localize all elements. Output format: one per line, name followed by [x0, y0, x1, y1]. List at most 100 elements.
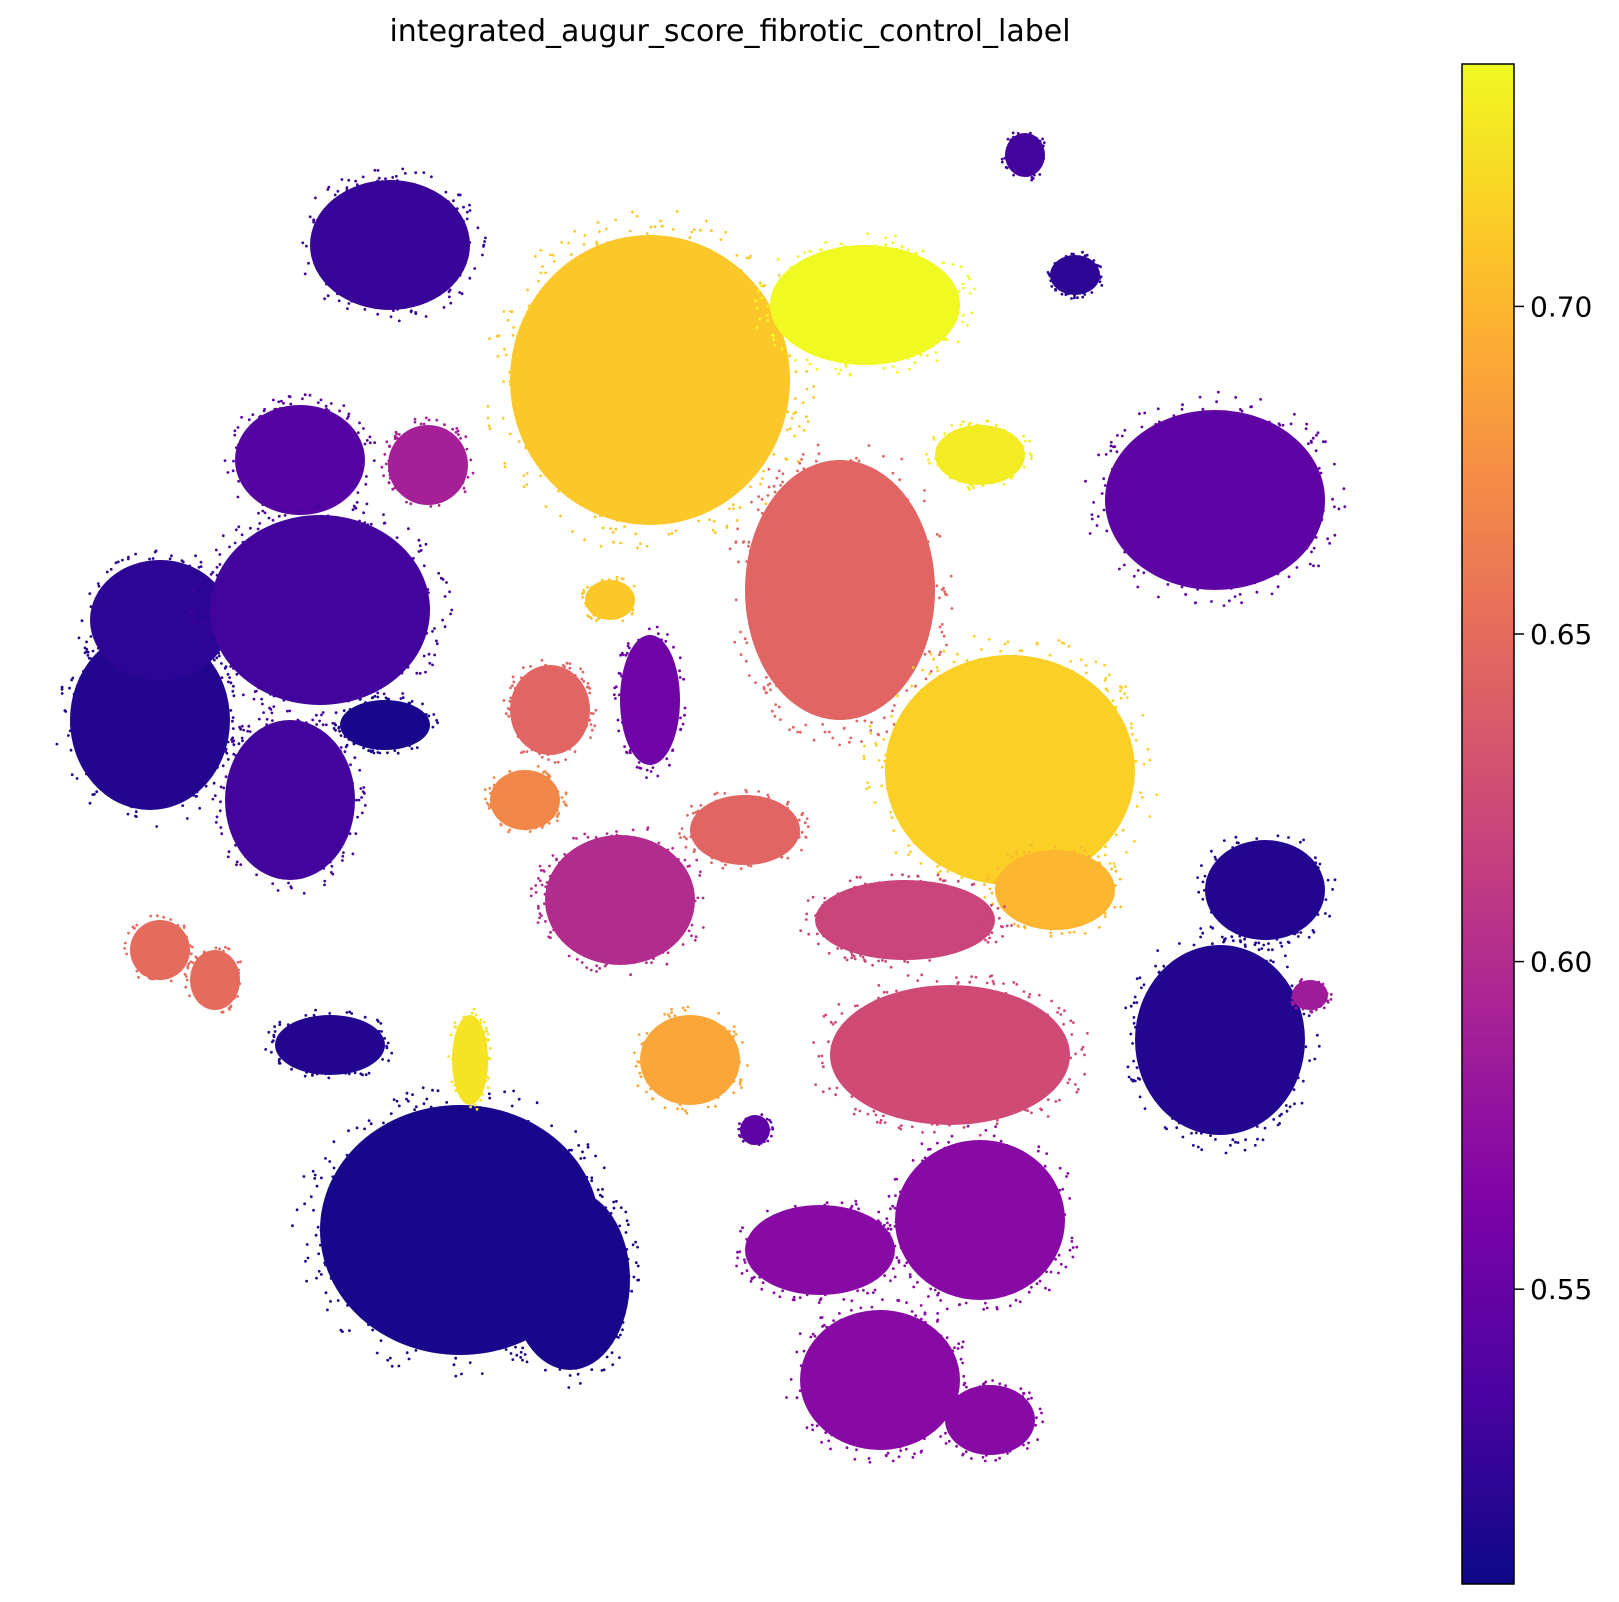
- scatter-point: [401, 646, 405, 649]
- scatter-point: [247, 724, 251, 728]
- scatter-point: [678, 656, 682, 660]
- scatter-point: [745, 256, 749, 260]
- scatter-point: [886, 1451, 890, 1455]
- scatter-point: [923, 1156, 927, 1160]
- scatter-point: [161, 922, 165, 926]
- scatter-point: [370, 1141, 374, 1145]
- scatter-point: [198, 806, 202, 810]
- scatter-point: [503, 347, 506, 351]
- scatter-point: [780, 347, 784, 351]
- scatter-point: [1276, 585, 1280, 589]
- scatter-point: [645, 544, 649, 548]
- scatter-point: [350, 690, 354, 694]
- scatter-point: [880, 784, 884, 788]
- scatter-point: [487, 424, 491, 428]
- scatter-point: [407, 1099, 410, 1103]
- scatter-point: [347, 1129, 350, 1133]
- scatter-point: [447, 200, 450, 204]
- scatter-point: [823, 1293, 827, 1297]
- scatter-point: [834, 1093, 838, 1097]
- scatter-point: [734, 1032, 738, 1036]
- scatter-point: [381, 1047, 384, 1050]
- scatter-point: [867, 785, 871, 789]
- scatter-point: [75, 777, 79, 780]
- scatter-point: [385, 462, 388, 466]
- scatter-point: [1287, 836, 1290, 839]
- scatter-point: [336, 189, 340, 193]
- scatter-point: [1017, 925, 1020, 928]
- scatter-point: [919, 879, 922, 883]
- scatter-point: [617, 1336, 620, 1339]
- scatter-point: [1058, 1188, 1062, 1192]
- scatter-point: [716, 1096, 720, 1100]
- scatter-point: [191, 588, 195, 592]
- scatter-point: [78, 752, 81, 755]
- scatter-point: [585, 604, 588, 608]
- scatter-point: [1319, 471, 1323, 475]
- scatter-point: [965, 323, 969, 327]
- scatter-point: [345, 1153, 349, 1157]
- scatter-point: [926, 881, 930, 885]
- scatter-point: [1080, 658, 1083, 661]
- scatter-point: [286, 709, 289, 713]
- scatter-point: [543, 892, 547, 896]
- scatter-point: [185, 978, 189, 982]
- scatter-point: [1066, 292, 1070, 296]
- scatter-point: [314, 413, 318, 417]
- scatter-point: [304, 1259, 307, 1263]
- scatter-point: [337, 421, 341, 424]
- scatter-point: [935, 532, 939, 536]
- scatter-point: [631, 1243, 635, 1247]
- scatter-point: [101, 669, 105, 672]
- scatter-point: [340, 696, 344, 699]
- scatter-point: [944, 1431, 947, 1435]
- scatter-point: [625, 727, 629, 730]
- scatter-point: [1118, 685, 1122, 688]
- scatter-point: [60, 692, 64, 695]
- scatter-point: [1234, 1140, 1237, 1144]
- scatter-point: [929, 601, 933, 605]
- scatter-point: [748, 1250, 752, 1254]
- scatter-point: [1036, 1016, 1040, 1019]
- scatter-point: [380, 1030, 383, 1033]
- scatter-point: [1003, 428, 1006, 432]
- scatter-point: [1324, 898, 1328, 901]
- scatter-point: [1076, 921, 1080, 925]
- scatter-point: [1053, 262, 1057, 265]
- cluster-2: [380, 416, 475, 508]
- scatter-point: [257, 717, 261, 721]
- scatter-point: [889, 1311, 893, 1314]
- scatter-point: [794, 358, 797, 362]
- scatter-point: [1184, 1116, 1188, 1120]
- scatter-point: [231, 558, 235, 561]
- scatter-point: [322, 210, 325, 214]
- scatter-point: [1204, 586, 1208, 590]
- scatter-point: [1188, 572, 1192, 575]
- scatter-point: [533, 1126, 537, 1130]
- scatter-point: [330, 1193, 333, 1196]
- scatter-point: [822, 1065, 825, 1069]
- scatter-point: [473, 267, 477, 270]
- scatter-point: [1292, 1041, 1296, 1045]
- scatter-point: [820, 1316, 824, 1319]
- scatter-point: [383, 521, 387, 525]
- scatter-point: [730, 1043, 734, 1047]
- scatter-point: [667, 532, 671, 536]
- scatter-point: [872, 1274, 876, 1278]
- scatter-point: [613, 686, 617, 690]
- scatter-point: [687, 929, 691, 933]
- scatter-point: [338, 1171, 341, 1175]
- scatter-point: [362, 786, 366, 789]
- scatter-point: [738, 1083, 742, 1086]
- scatter-point: [512, 680, 516, 684]
- scatter-point: [836, 947, 840, 950]
- scatter-point: [1315, 433, 1318, 437]
- scatter-point: [1267, 948, 1270, 952]
- scatter-point: [319, 1273, 323, 1276]
- scatter-point: [126, 567, 130, 570]
- scatter-point: [632, 240, 636, 243]
- scatter-point: [1245, 844, 1249, 848]
- scatter-point: [1125, 696, 1129, 699]
- scatter-point: [1124, 685, 1128, 688]
- scatter-point: [1085, 253, 1089, 257]
